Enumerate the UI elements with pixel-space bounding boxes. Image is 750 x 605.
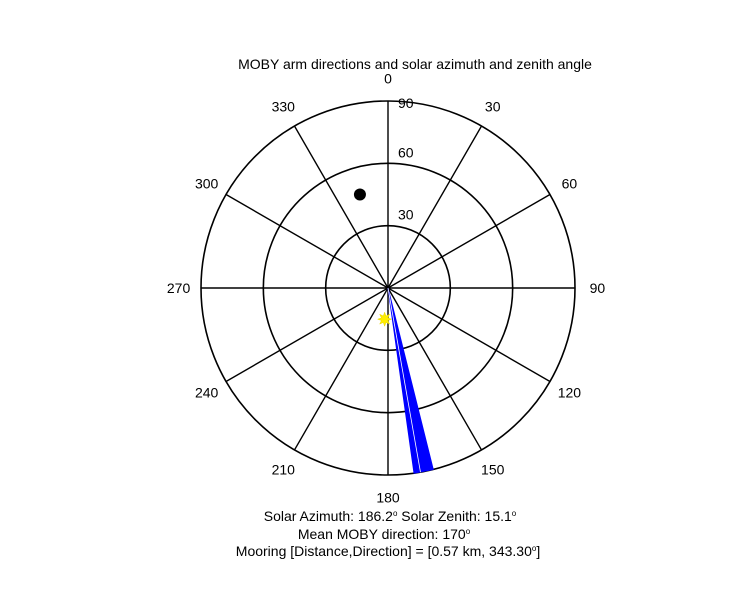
degree-symbol: o: [512, 509, 517, 518]
radial-label-30: 30: [398, 207, 414, 223]
angle-label-240: 240: [195, 385, 219, 401]
footer-text: Solar Zenith: 15.1: [397, 508, 512, 524]
angle-label-150: 150: [481, 461, 505, 477]
mean-direction-line: [387, 287, 421, 473]
angle-label-330: 330: [272, 99, 296, 115]
angle-labels: 0 30 60 90 120 150 180 210 240 270 300 330 30 60 90: [167, 71, 606, 506]
angle-label-120: 120: [558, 385, 582, 401]
spoke-300: [225, 193, 389, 289]
footer-line-2: Mean MOBY direction: 170o: [298, 526, 471, 542]
angle-label-30: 30: [485, 99, 501, 115]
degree-symbol: o: [466, 527, 471, 536]
footer-text: ]: [536, 543, 540, 559]
angle-label-60: 60: [562, 175, 578, 191]
angle-label-270: 270: [167, 280, 191, 296]
footer-text: Mooring [Distance,Direction] = [0.57 km,…: [236, 543, 532, 559]
spoke-150: [387, 287, 483, 451]
spoke-120: [387, 287, 551, 383]
footer-text: Solar Azimuth: 186.2: [264, 508, 393, 524]
degree-symbol: o: [393, 509, 398, 518]
mooring-marker: [353, 188, 366, 201]
angle-label-300: 300: [195, 175, 219, 191]
radial-label-90: 90: [398, 95, 414, 111]
chart-footer: Solar Azimuth: 186.2o Solar Zenith: 15.1…: [236, 508, 540, 559]
footer-line-3: Mooring [Distance,Direction] = [0.57 km,…: [236, 543, 540, 559]
spoke-240: [225, 287, 389, 383]
footer-text: Mean MOBY direction: 170: [298, 526, 466, 542]
radial-label-60: 60: [398, 144, 414, 160]
spoke-60: [387, 193, 551, 289]
angle-label-0: 0: [384, 71, 392, 87]
angle-label-90: 90: [590, 280, 606, 296]
footer-line-1: Solar Azimuth: 186.2o Solar Zenith: 15.1…: [264, 508, 517, 524]
angle-label-180: 180: [376, 489, 400, 505]
spoke-30: [387, 125, 483, 289]
spoke-330: [293, 125, 389, 289]
sun-position-marker: [376, 311, 393, 327]
arm-direction-wedge: [387, 287, 434, 474]
chart-title: MOBY arm directions and solar azimuth an…: [238, 56, 592, 72]
chart-marks: [353, 188, 434, 474]
spoke-210: [293, 287, 389, 451]
degree-symbol: o: [532, 544, 537, 553]
angle-label-210: 210: [272, 461, 296, 477]
